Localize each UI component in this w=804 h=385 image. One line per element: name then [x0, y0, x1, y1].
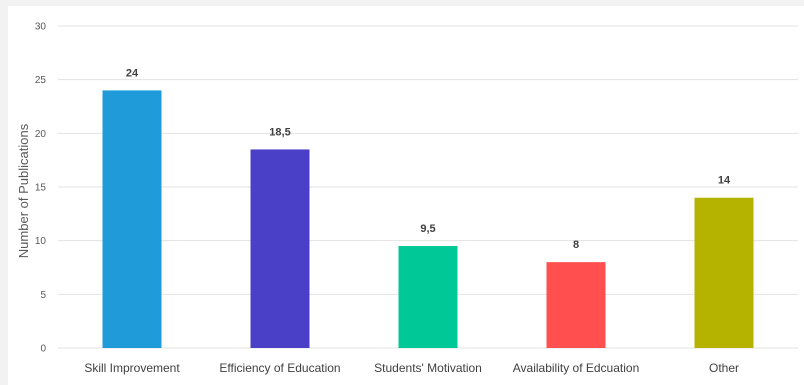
- data-label: 14: [718, 175, 731, 187]
- y-tick-label: 0: [40, 344, 46, 355]
- bars: [102, 90, 754, 349]
- bar: [694, 197, 754, 348]
- y-tick-label: 5: [40, 290, 46, 301]
- y-axis-ticks: 0 5 10 15 20 25 30: [35, 22, 47, 355]
- chart-card: 0 5 10 15 20 25 30 24 18,5 9,5 8 14 Skill Improvem…: [8, 6, 804, 385]
- x-category-label: Efficiency of Education: [219, 361, 340, 375]
- bar: [398, 246, 458, 348]
- x-axis-categories: Skill Improvement Efficiency of Education…: [84, 361, 739, 375]
- data-label: 9,5: [420, 223, 435, 235]
- x-category-label: Students' Motivation: [374, 361, 482, 375]
- y-axis-title: Number of Publications: [16, 123, 31, 258]
- y-tick-label: 30: [35, 22, 47, 33]
- data-label: 24: [126, 67, 139, 79]
- bar: [546, 262, 606, 348]
- y-tick-label: 15: [35, 183, 47, 194]
- y-tick-label: 25: [35, 75, 47, 86]
- y-tick-label: 10: [35, 236, 47, 247]
- data-label: 18,5: [269, 126, 290, 138]
- bar: [102, 90, 162, 349]
- x-category-label: Availability of Edcuation: [513, 361, 640, 375]
- data-labels: 24 18,5 9,5 8 14: [126, 67, 731, 251]
- bar: [250, 149, 310, 348]
- x-category-label: Other: [709, 361, 739, 375]
- bar-chart: 0 5 10 15 20 25 30 24 18,5 9,5 8 14 Skill Improvem…: [16, 22, 798, 375]
- y-tick-label: 20: [35, 129, 47, 140]
- gridlines: [58, 25, 798, 349]
- data-label: 8: [573, 239, 579, 251]
- x-category-label: Skill Improvement: [84, 361, 180, 375]
